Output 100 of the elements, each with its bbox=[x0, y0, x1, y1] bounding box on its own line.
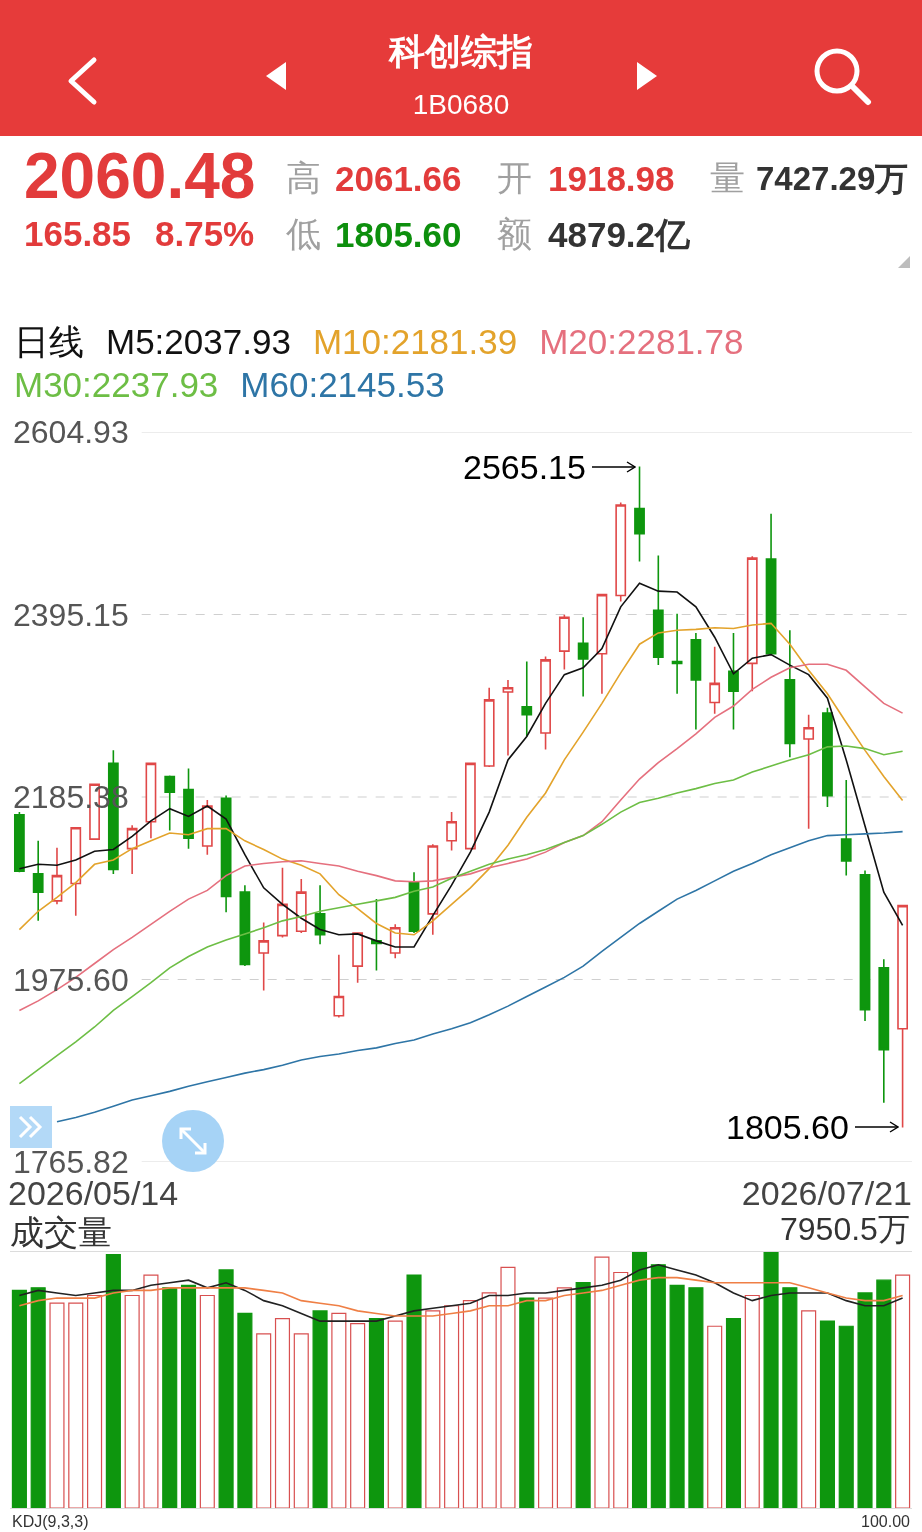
bar bbox=[124, 1294, 140, 1508]
candlestick bbox=[13, 811, 25, 873]
bar bbox=[594, 1256, 610, 1508]
text: M5:2037.93 bbox=[106, 322, 291, 362]
bar bbox=[444, 1305, 460, 1508]
candlestick bbox=[164, 774, 176, 832]
legend-title: 日线 bbox=[14, 322, 84, 362]
candlestick bbox=[295, 878, 307, 934]
y-tick-label: 2395.15 bbox=[13, 596, 129, 633]
candlestick bbox=[352, 931, 364, 984]
candlestick bbox=[220, 794, 232, 913]
text: 低 bbox=[286, 214, 321, 253]
bar bbox=[87, 1294, 103, 1508]
bar bbox=[312, 1310, 328, 1508]
candlestick bbox=[277, 866, 288, 939]
bar bbox=[575, 1282, 591, 1508]
candlestick bbox=[333, 953, 345, 1019]
candlestick bbox=[51, 846, 63, 906]
bar bbox=[105, 1253, 121, 1508]
bar bbox=[256, 1333, 272, 1508]
bar bbox=[11, 1289, 27, 1508]
bar bbox=[406, 1274, 422, 1508]
bar bbox=[199, 1294, 215, 1508]
candlestick bbox=[371, 898, 382, 972]
candlestick bbox=[70, 826, 82, 917]
candlestick bbox=[239, 884, 251, 967]
text: M20:2281.78 bbox=[539, 322, 744, 362]
candlestick bbox=[446, 811, 458, 852]
bar bbox=[143, 1274, 159, 1508]
bar bbox=[293, 1333, 309, 1508]
text: 开 bbox=[497, 158, 532, 197]
text: 2060.48 bbox=[24, 140, 256, 212]
candlestick bbox=[201, 799, 213, 856]
candlestick bbox=[183, 767, 194, 850]
bar bbox=[763, 1252, 779, 1508]
text: M10:2181.39 bbox=[312, 322, 518, 362]
annotation: 1805.60 bbox=[726, 1108, 849, 1146]
candlestick bbox=[690, 632, 702, 731]
bar bbox=[49, 1302, 65, 1508]
text: 7950.5万 bbox=[780, 1211, 910, 1247]
bar bbox=[68, 1302, 84, 1508]
candlestick bbox=[558, 613, 570, 671]
bar bbox=[180, 1284, 197, 1508]
candlestick bbox=[671, 612, 683, 695]
text: 2061.66 bbox=[335, 159, 462, 198]
candlestick bbox=[728, 632, 739, 731]
bar bbox=[707, 1325, 723, 1508]
text: M60:2145.53 bbox=[240, 365, 445, 405]
candlestick bbox=[859, 869, 871, 1022]
candlestick bbox=[596, 592, 608, 695]
candlestick bbox=[784, 629, 796, 759]
text: 165.85 bbox=[24, 214, 132, 253]
bar bbox=[519, 1297, 535, 1508]
candlestick bbox=[314, 884, 326, 946]
bar bbox=[744, 1294, 760, 1508]
text: 额 bbox=[497, 214, 532, 253]
text: KDJ(9,3,3) bbox=[12, 1513, 89, 1530]
candlestick bbox=[803, 713, 815, 830]
text: 2026/07/21 bbox=[741, 1174, 912, 1212]
candlestick bbox=[878, 958, 890, 1104]
chart-subtitle: 1B0680 bbox=[411, 89, 511, 120]
bar bbox=[801, 1310, 817, 1508]
candlestick bbox=[822, 706, 833, 808]
bar bbox=[30, 1287, 46, 1508]
candlestick bbox=[897, 903, 909, 1129]
bar bbox=[556, 1287, 572, 1508]
bar bbox=[500, 1266, 516, 1508]
bar bbox=[368, 1317, 384, 1508]
candlestick bbox=[634, 465, 645, 563]
bar bbox=[650, 1264, 666, 1508]
candlestick bbox=[483, 686, 495, 768]
bar bbox=[782, 1287, 798, 1508]
bar bbox=[613, 1271, 629, 1508]
candlestick bbox=[577, 616, 589, 698]
bar bbox=[819, 1320, 835, 1508]
bar bbox=[538, 1297, 554, 1508]
bar bbox=[876, 1279, 892, 1508]
bar bbox=[331, 1312, 347, 1508]
candlestick bbox=[615, 501, 627, 603]
bar bbox=[669, 1284, 685, 1508]
chart-title: 成交量 bbox=[10, 1212, 112, 1251]
candlestick bbox=[145, 761, 157, 840]
bar bbox=[425, 1310, 441, 1508]
bar bbox=[895, 1274, 911, 1508]
bar bbox=[838, 1325, 854, 1508]
annotation: 2565.15 bbox=[463, 448, 586, 486]
candlestick bbox=[258, 921, 270, 992]
bar bbox=[481, 1292, 497, 1508]
chart-title: 科创综指 bbox=[387, 31, 534, 72]
text: 高 bbox=[286, 158, 321, 197]
text: 1805.60 bbox=[335, 215, 462, 254]
candlestick bbox=[521, 660, 533, 738]
candlestick bbox=[32, 840, 44, 922]
candlestick bbox=[464, 761, 476, 851]
candlestick bbox=[746, 555, 758, 692]
bar bbox=[857, 1292, 873, 1508]
candlestick bbox=[540, 655, 551, 751]
text: 100.00 bbox=[861, 1513, 911, 1530]
candlestick bbox=[709, 646, 721, 715]
bar bbox=[274, 1317, 291, 1508]
